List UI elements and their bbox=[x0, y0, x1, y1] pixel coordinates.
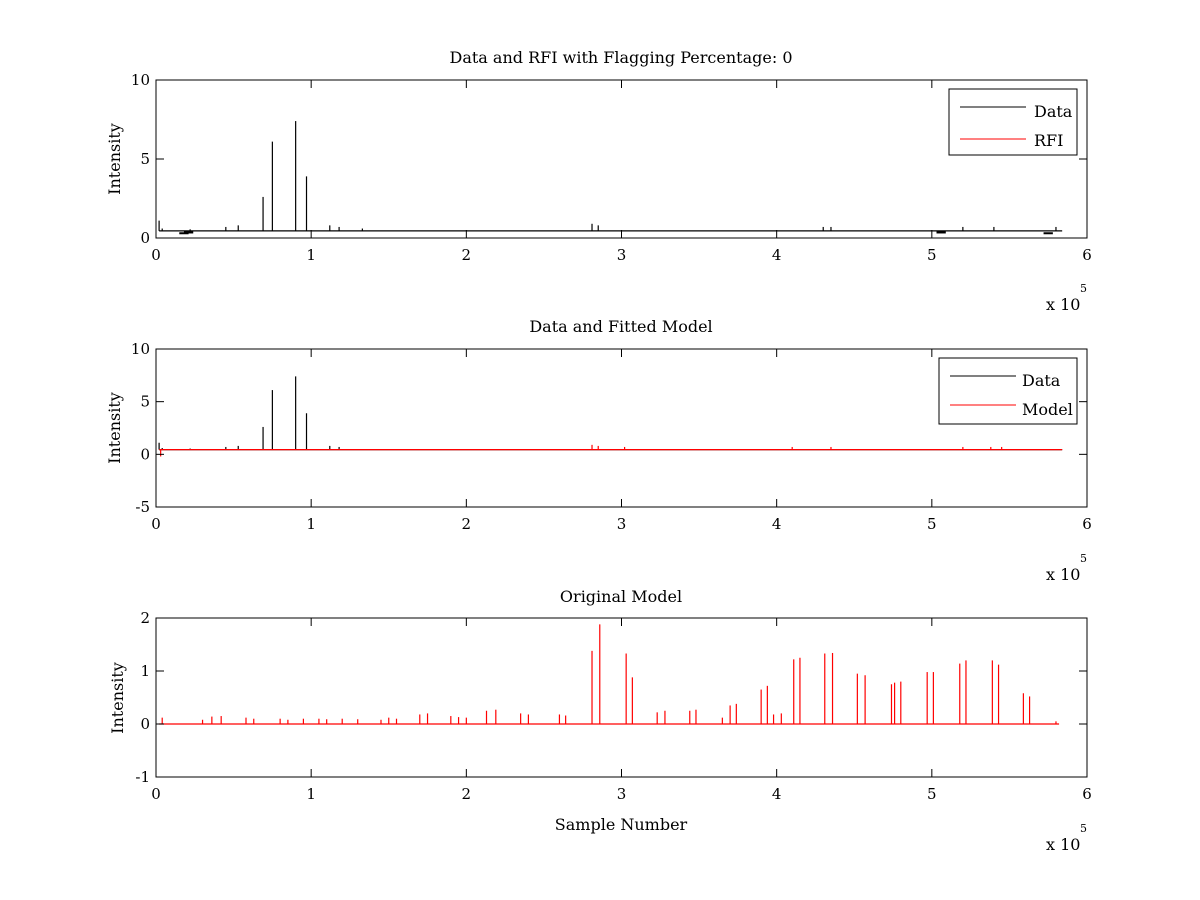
legend-box bbox=[938, 357, 1078, 425]
x-tick-label-5: 5 bbox=[927, 515, 937, 533]
x-tick-label-3: 3 bbox=[617, 246, 627, 264]
y-tick-label-2: 10 bbox=[131, 71, 150, 89]
x-tick-label-6: 6 bbox=[1082, 246, 1092, 264]
y-tick-label-2: 1 bbox=[140, 662, 150, 680]
subplot-1-x-exponent: 5 bbox=[1080, 282, 1087, 295]
x-tick-label-5: 5 bbox=[927, 246, 937, 264]
y-tick-label-1: 0 bbox=[140, 445, 150, 463]
subplot-1-ylabel: Intensity bbox=[105, 123, 124, 195]
subplot-1-x-multiplier: x 10 bbox=[1046, 295, 1080, 314]
legend-label-rfi: RFI bbox=[1034, 131, 1063, 150]
x-tick-label-4: 4 bbox=[772, 785, 782, 803]
x-tick-label-0: 0 bbox=[151, 515, 161, 533]
y-tick-label-3: 2 bbox=[140, 609, 150, 627]
subplot-3-ylabel: Intensity bbox=[108, 662, 127, 734]
legend-label-data: Data bbox=[1022, 371, 1061, 390]
x-tick-label-2: 2 bbox=[462, 246, 472, 264]
x-tick-label-6: 6 bbox=[1082, 515, 1092, 533]
subplot-1-title: Data and RFI with Flagging Percentage: 0 bbox=[449, 48, 792, 67]
subplot-1: Data and RFI with Flagging Percentage: 0… bbox=[105, 48, 1092, 314]
x-tick-label-1: 1 bbox=[306, 246, 316, 264]
x-tick-label-2: 2 bbox=[462, 785, 472, 803]
y-tick-label-1: 0 bbox=[140, 715, 150, 733]
x-tick-label-1: 1 bbox=[306, 515, 316, 533]
subplot-1-ticks: 0 1 2 3 4 5 6 0 5 10 bbox=[131, 71, 1092, 264]
subplot-2-x-multiplier: x 10 bbox=[1046, 565, 1080, 584]
subplot-3-xlabel: Sample Number bbox=[555, 815, 688, 834]
x-tick-label-0: 0 bbox=[151, 246, 161, 264]
x-tick-label-2: 2 bbox=[462, 515, 472, 533]
y-tick-label-0: -1 bbox=[135, 768, 150, 786]
subplot-1-legend: Data RFI bbox=[948, 88, 1078, 156]
x-tick-label-1: 1 bbox=[306, 785, 316, 803]
y-tick-label-3: 10 bbox=[131, 340, 150, 358]
y-tick-label-1: 5 bbox=[140, 150, 150, 168]
subplot-2-series bbox=[158, 376, 1063, 457]
subplot-2-title: Data and Fitted Model bbox=[529, 317, 712, 336]
subplot-1-series bbox=[158, 121, 1063, 235]
x-tick-label-5: 5 bbox=[927, 785, 937, 803]
y-tick-label-2: 5 bbox=[140, 393, 150, 411]
x-tick-label-4: 4 bbox=[772, 246, 782, 264]
x-tick-label-3: 3 bbox=[617, 515, 627, 533]
subplot-2-legend: Data Model bbox=[938, 357, 1078, 425]
subplot-2-x-exponent: 5 bbox=[1080, 552, 1087, 565]
x-tick-label-0: 0 bbox=[151, 785, 161, 803]
x-tick-label-6: 6 bbox=[1082, 785, 1092, 803]
x-tick-label-4: 4 bbox=[772, 515, 782, 533]
y-tick-label-0: -5 bbox=[135, 498, 150, 516]
subplot-3-x-exponent: 5 bbox=[1080, 822, 1087, 835]
legend-box bbox=[948, 88, 1078, 156]
y-tick-label-0: 0 bbox=[140, 229, 150, 247]
subplot-3-x-multiplier: x 10 bbox=[1046, 835, 1080, 854]
legend-label-data: Data bbox=[1034, 102, 1073, 121]
x-tick-label-3: 3 bbox=[617, 785, 627, 803]
subplot-2-ylabel: Intensity bbox=[105, 392, 124, 464]
subplot-3-title: Original Model bbox=[560, 587, 682, 606]
subplot-3-series bbox=[159, 624, 1060, 725]
legend-label-model: Model bbox=[1022, 400, 1073, 419]
